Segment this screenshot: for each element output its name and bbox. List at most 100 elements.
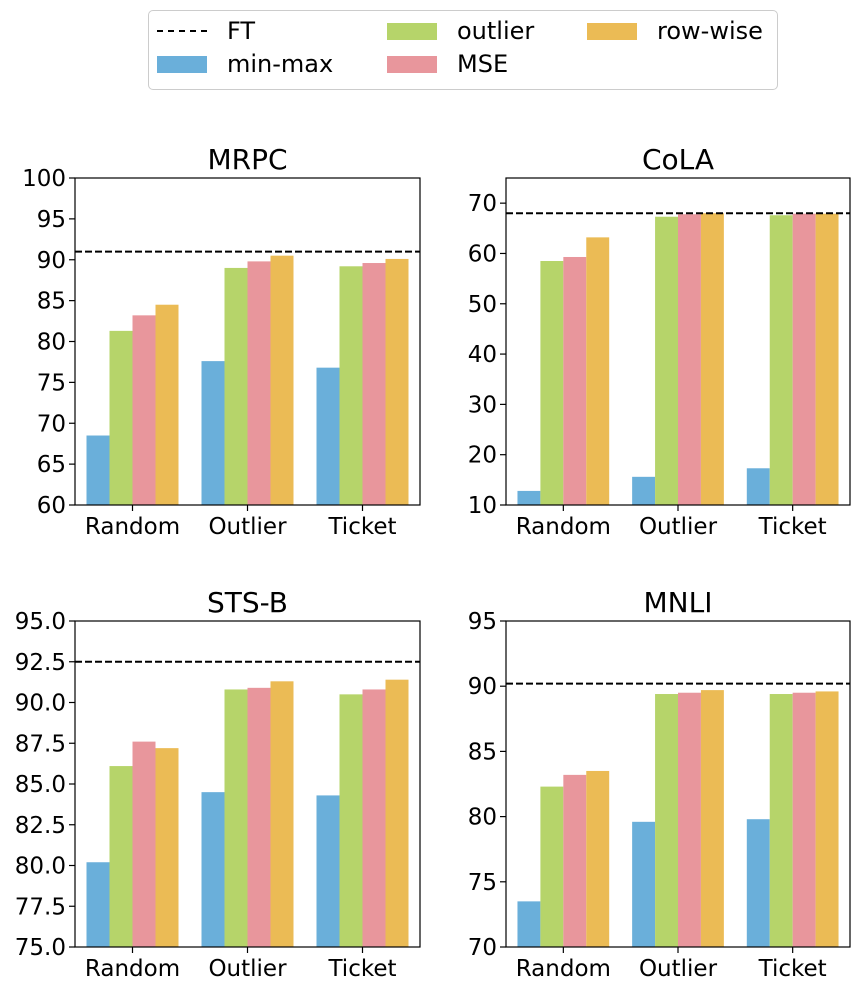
- mse-swatch: [387, 55, 437, 73]
- cola-bar-min-max-outlier: [632, 476, 656, 505]
- legend-label-ft: FT: [227, 17, 256, 45]
- sts-b-ytick-label-7: 92.5: [15, 650, 66, 676]
- cola-bar-row-wise-outlier: [700, 213, 724, 505]
- sts-b-bar-mse-outlier: [247, 687, 271, 947]
- mnli-ytick-label-0: 70: [468, 935, 497, 961]
- ft-line-swatch: [157, 30, 207, 32]
- legend-label-min-max: min-max: [227, 50, 334, 78]
- sts-b-bar-outlier-random: [109, 766, 133, 947]
- mrpc-ytick-label-6: 90: [37, 248, 66, 274]
- mrpc-bar-mse-ticket: [362, 263, 386, 505]
- cola-title: CoLA: [642, 143, 714, 176]
- legend-item-outlier: outlier: [387, 16, 534, 46]
- outlier-swatch: [387, 22, 437, 40]
- mnli-bar-outlier-outlier: [655, 694, 678, 947]
- mrpc-title: MRPC: [207, 143, 287, 176]
- sts-b-ytick-label-1: 77.5: [15, 894, 66, 920]
- mnli-bar-row-wise-outlier: [700, 690, 724, 947]
- cola-bar-outlier-random: [540, 261, 564, 505]
- mrpc-bar-row-wise-random: [155, 304, 179, 505]
- cola-bar-min-max-ticket: [746, 468, 770, 505]
- cola-bar-row-wise-random: [586, 237, 610, 505]
- sts-b-bar-outlier-outlier: [224, 689, 248, 947]
- mrpc-bar-min-max-outlier: [201, 361, 225, 505]
- mrpc-xtick-label-outlier: Outlier: [208, 514, 287, 540]
- mnli-ytick-label-4: 90: [468, 674, 497, 700]
- mnli-bar-min-max-ticket: [746, 819, 770, 947]
- mnli-bar-row-wise-random: [586, 770, 610, 947]
- cola-ytick-label-5: 60: [468, 241, 497, 267]
- cola-ytick-label-0: 10: [468, 493, 497, 519]
- mnli-title: MNLI: [644, 586, 713, 619]
- cola-xtick-label-outlier: Outlier: [639, 514, 718, 540]
- mrpc-ytick-label-5: 85: [37, 289, 66, 315]
- mrpc-ytick-label-0: 60: [37, 493, 66, 519]
- mnli-bar-row-wise-ticket: [815, 691, 839, 947]
- mnli-bar-outlier-random: [540, 786, 564, 947]
- mrpc-xtick-label-random: Random: [85, 514, 180, 540]
- mrpc-ytick-label-1: 65: [37, 452, 66, 478]
- cola-ytick-label-3: 40: [468, 342, 497, 368]
- sts-b-xtick-label-ticket: Ticket: [327, 956, 396, 982]
- mnli-bar-outlier-ticket: [769, 694, 793, 947]
- mnli-xtick-label-ticket: Ticket: [758, 956, 827, 982]
- sts-b-ytick-label-0: 75.0: [15, 935, 66, 961]
- mrpc-bar-mse-random: [132, 315, 156, 505]
- sts-b-bar-min-max-outlier: [201, 792, 225, 947]
- legend: FT min-max outlier MSE row-wise: [148, 10, 778, 90]
- cola-xtick-label-random: Random: [516, 514, 611, 540]
- legend-item-mse: MSE: [387, 49, 508, 79]
- mrpc-bar-outlier-random: [109, 330, 133, 505]
- row-wise-swatch: [587, 22, 637, 40]
- mnli-bar-mse-random: [563, 774, 587, 947]
- sts-b-bar-mse-ticket: [362, 689, 386, 947]
- mrpc-bar-outlier-outlier: [224, 267, 248, 505]
- mnli-ytick-label-1: 75: [468, 870, 497, 896]
- sts-b-ytick-label-8: 95.0: [15, 609, 66, 635]
- cola-bar-mse-random: [563, 256, 587, 505]
- legend-item-min-max: min-max: [157, 49, 333, 79]
- cola-xtick-label-ticket: Ticket: [758, 514, 827, 540]
- legend-item-ft: FT: [157, 16, 255, 46]
- mnli-xtick-label-random: Random: [516, 956, 611, 982]
- cola-ytick-label-1: 20: [468, 443, 497, 469]
- mnli-xtick-label-outlier: Outlier: [639, 956, 718, 982]
- cola-bar-outlier-ticket: [769, 215, 793, 505]
- sts-b-bar-row-wise-ticket: [385, 679, 409, 947]
- mnli-ytick-label-5: 95: [468, 609, 497, 635]
- mnli-bar-min-max-random: [517, 901, 541, 947]
- mrpc-ytick-label-3: 75: [37, 370, 66, 396]
- mrpc-bar-mse-outlier: [247, 261, 271, 505]
- mrpc-ytick-label-8: 100: [22, 166, 66, 192]
- sts-b-title: STS-B: [207, 586, 288, 619]
- cola-ytick-label-6: 70: [468, 191, 497, 217]
- mrpc-ytick-label-7: 95: [37, 207, 66, 233]
- sts-b-bar-row-wise-outlier: [270, 681, 294, 947]
- mnli-ytick-label-3: 85: [468, 739, 497, 765]
- legend-label-outlier: outlier: [457, 17, 535, 45]
- mrpc-bar-row-wise-outlier: [270, 255, 294, 505]
- mrpc-xtick-label-ticket: Ticket: [327, 514, 396, 540]
- mrpc-bar-min-max-random: [86, 435, 110, 505]
- sts-b-bar-outlier-ticket: [339, 694, 363, 947]
- sts-b-ytick-label-5: 87.5: [15, 731, 66, 757]
- cola-bar-mse-ticket: [792, 213, 816, 506]
- mrpc-ytick-label-2: 70: [37, 411, 66, 437]
- cola-bar-row-wise-ticket: [815, 213, 839, 506]
- mrpc-ytick-label-4: 80: [37, 330, 66, 356]
- sts-b-bar-row-wise-random: [155, 748, 179, 947]
- sts-b-bar-min-max-random: [86, 862, 110, 947]
- mnli-bar-min-max-outlier: [632, 821, 656, 947]
- sts-b-ytick-label-3: 82.5: [15, 813, 66, 839]
- sts-b-bar-min-max-ticket: [316, 795, 340, 947]
- mnli-bar-mse-ticket: [792, 692, 816, 947]
- mrpc-bar-min-max-ticket: [316, 367, 340, 505]
- sts-b-ytick-label-4: 85.0: [15, 772, 66, 798]
- cola-bar-mse-outlier: [678, 214, 701, 505]
- mrpc-bar-row-wise-ticket: [385, 258, 409, 505]
- mnli-ytick-label-2: 80: [468, 805, 497, 831]
- legend-label-mse: MSE: [457, 50, 509, 78]
- min-max-swatch: [157, 55, 207, 73]
- sts-b-ytick-label-6: 90.0: [15, 691, 66, 717]
